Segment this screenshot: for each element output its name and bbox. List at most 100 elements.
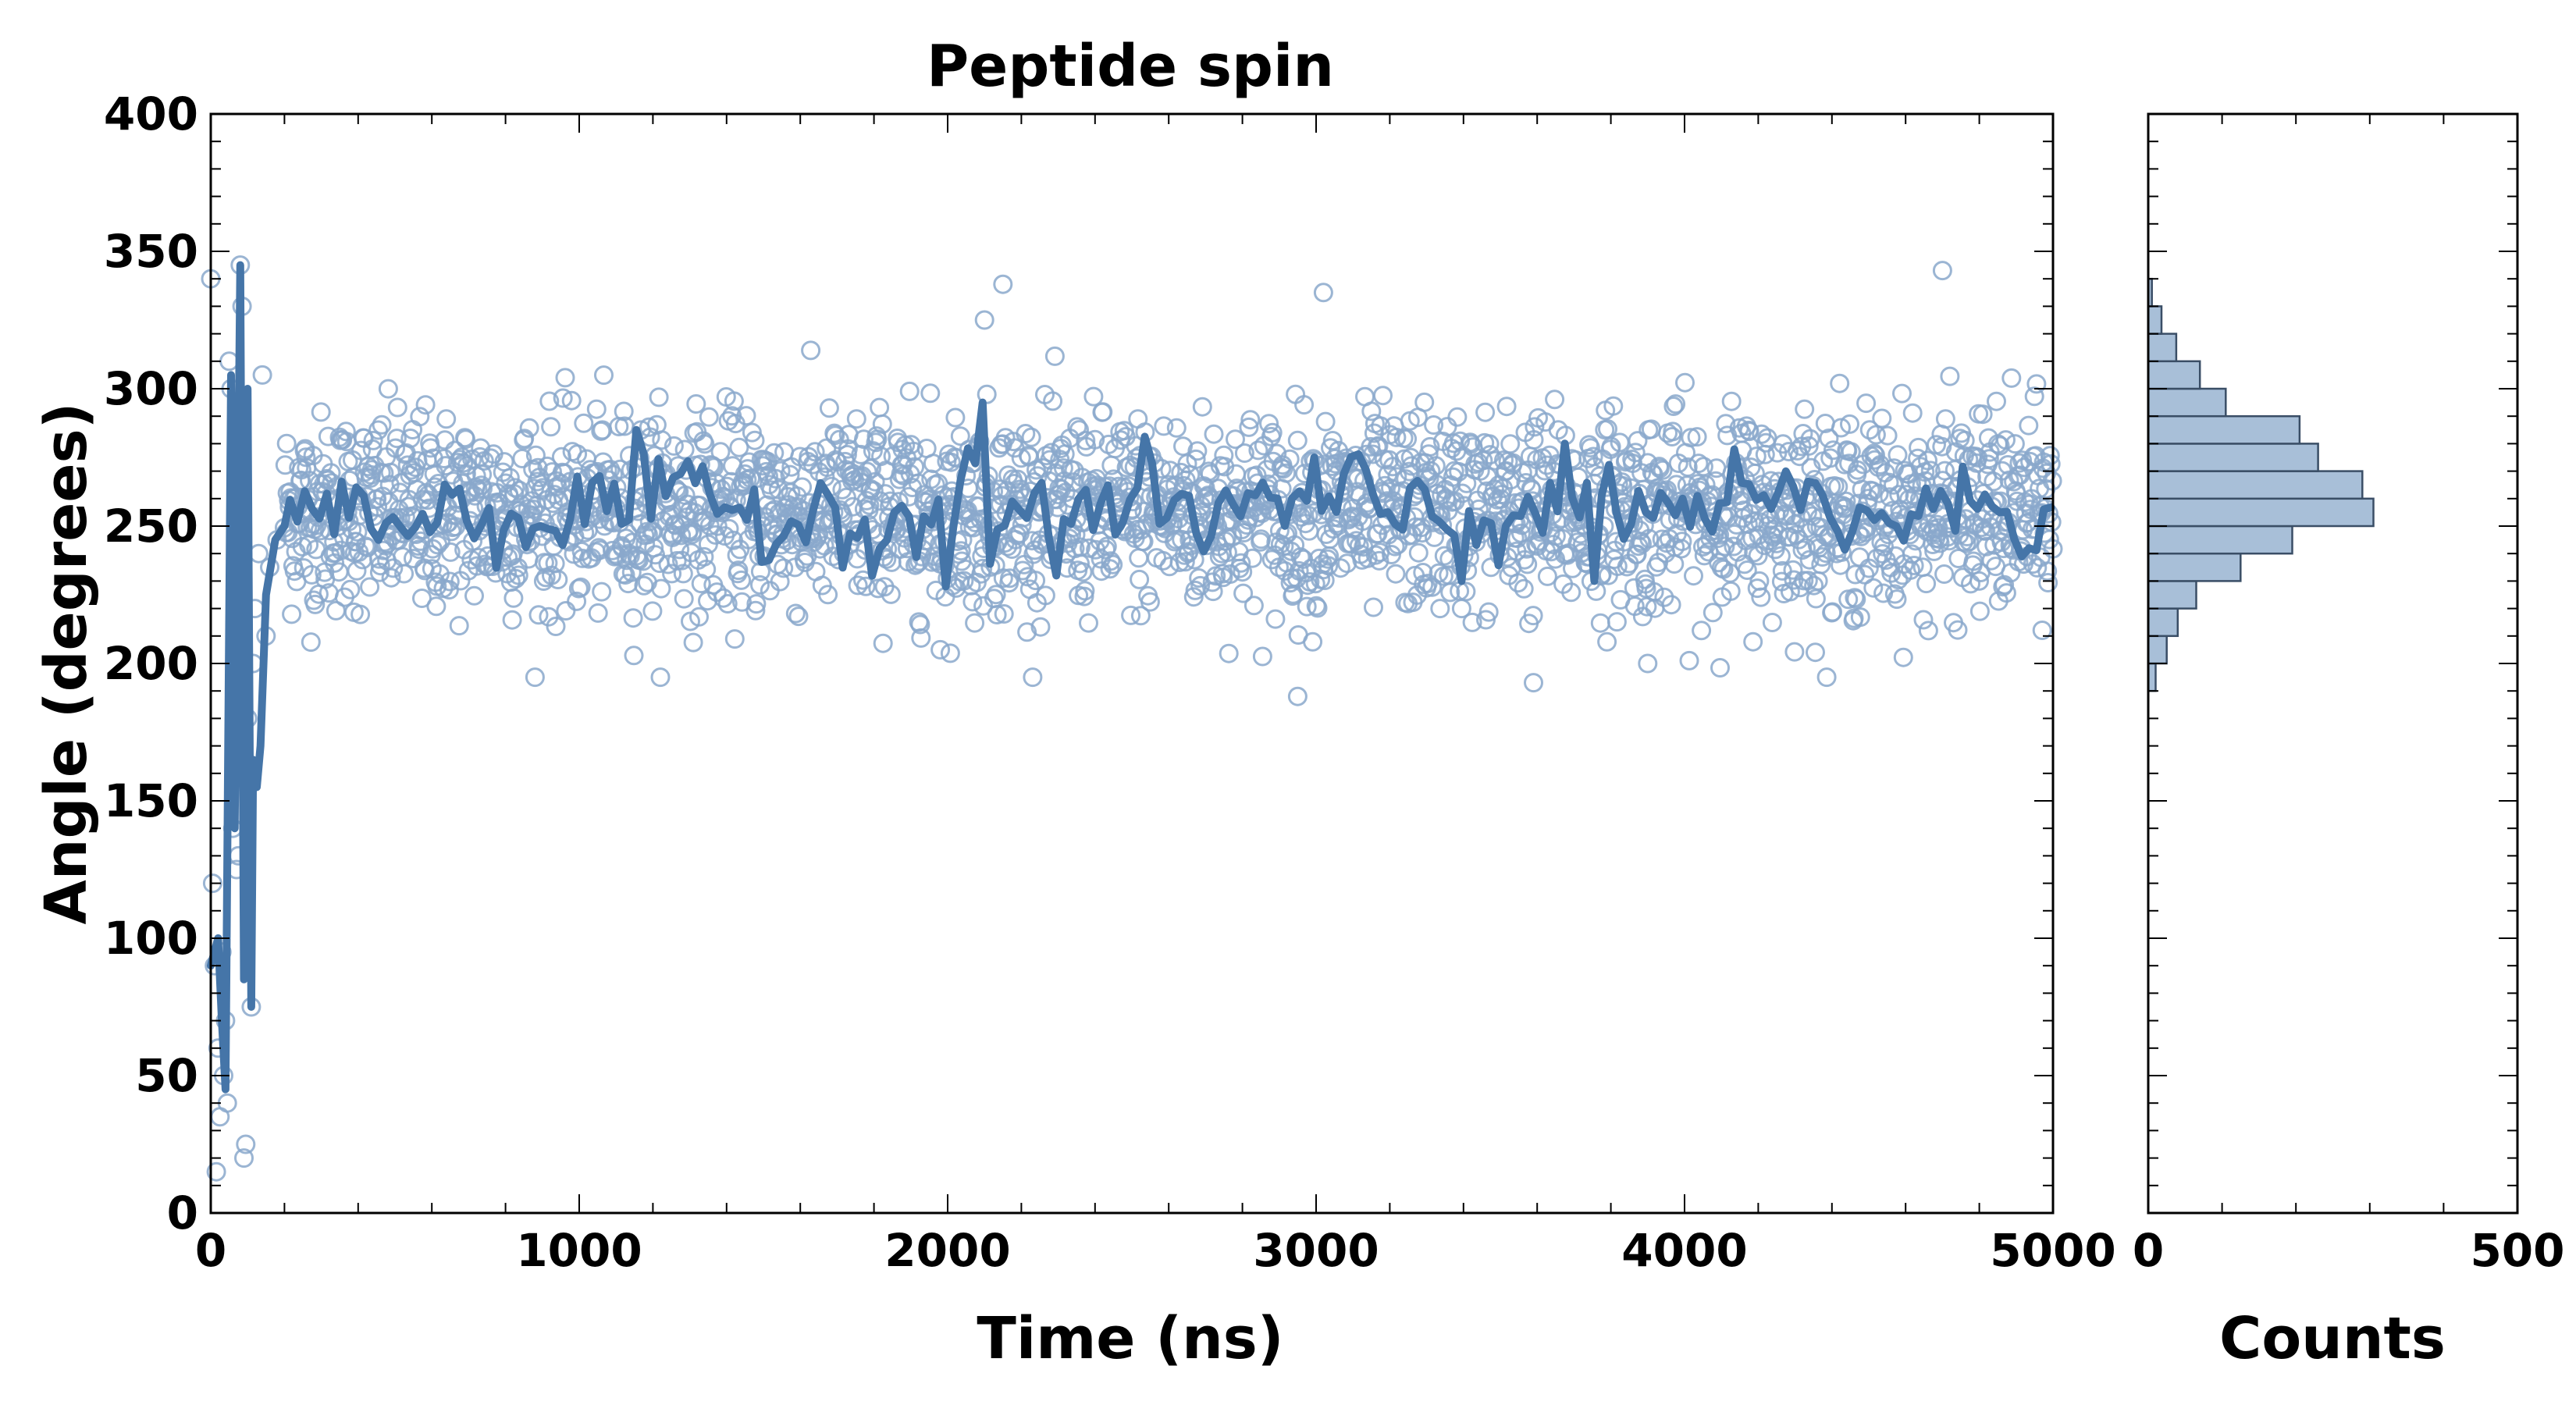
scatter-point [1456, 582, 1476, 602]
scatter-point [1537, 566, 1557, 586]
scatter-point [986, 585, 1006, 605]
scatter-point [873, 633, 893, 653]
scatter-point [1233, 562, 1253, 582]
scatter-point [1804, 575, 1824, 596]
y-tick-label: 350 [104, 225, 198, 278]
scatter-point [1932, 436, 1952, 457]
scatter-point [400, 429, 421, 448]
histogram-bar [2147, 607, 2179, 638]
scatter-point [1340, 508, 1361, 528]
scatter-point [217, 1093, 237, 1113]
scatter-point [1303, 631, 1323, 652]
scatter-point [361, 460, 382, 480]
scatter-point [1724, 536, 1744, 557]
scatter-point [1524, 673, 1543, 693]
scatter-point [770, 461, 791, 481]
scatter-point [1369, 550, 1389, 571]
scatter-point [973, 558, 993, 578]
scatter-point [651, 578, 671, 599]
scatter-point [1226, 429, 1245, 450]
scatter-point [1412, 523, 1432, 543]
scatter-point [410, 407, 430, 427]
scatter-point [1864, 443, 1884, 464]
histogram-bar [2147, 360, 2201, 390]
scatter-point [1737, 560, 1757, 580]
scatter-point [962, 592, 983, 612]
scatter-point [544, 485, 564, 505]
scatter-point [1703, 603, 1723, 623]
scatter-point [387, 397, 407, 418]
scatter-point [505, 478, 525, 498]
scatter-point [1934, 564, 1955, 584]
scatter-point [674, 439, 695, 460]
scatter-point [568, 444, 588, 464]
scatter-point [696, 559, 717, 579]
scatter-point [1252, 646, 1272, 667]
scatter-point [386, 429, 407, 449]
scatter-point [2038, 573, 2058, 592]
scatter-point [1706, 458, 1727, 478]
scatter-point [1318, 556, 1339, 576]
scatter-point [1844, 608, 1864, 628]
scatter-point [1214, 445, 1234, 465]
scatter-point [1869, 483, 1889, 503]
scatter-point [588, 603, 608, 623]
scatter-point [911, 628, 931, 648]
x-tick-label: 0 [195, 1224, 226, 1277]
scatter-point [202, 873, 222, 894]
scatter-point [1097, 536, 1117, 557]
scatter-point [1561, 582, 1582, 603]
scatter-point [1920, 461, 1941, 481]
scatter-point [1017, 622, 1037, 642]
scatter-point [1154, 416, 1174, 436]
scatter-point [865, 471, 885, 492]
scatter-point [848, 575, 868, 596]
scatter-point [1849, 547, 1870, 567]
histogram-bar [2147, 525, 2293, 555]
x-axis-label: Time (ns) [977, 1305, 1283, 1372]
scatter-point [1043, 391, 1063, 411]
scatter-point [347, 560, 367, 581]
scatter-point [1955, 430, 1975, 450]
scatter-point [555, 368, 575, 388]
histogram-plot-frame [2147, 112, 2519, 1215]
scatter-point [454, 453, 474, 473]
histogram-bar [2147, 635, 2168, 665]
scatter-point [1508, 573, 1528, 593]
scatter-point [546, 617, 566, 636]
scatter-point [2001, 368, 2022, 388]
scatter-point [1638, 453, 1658, 473]
scatter-point [1251, 529, 1271, 550]
scatter-point [1816, 667, 1837, 688]
scatter-point [1675, 372, 1695, 393]
scatter-point [1598, 419, 1617, 439]
scatter-point [375, 535, 396, 556]
scatter-point [1424, 415, 1444, 435]
scatter-point [819, 398, 839, 418]
scatter-point [481, 448, 501, 468]
scatter-point [1361, 436, 1381, 457]
scatter-point [1679, 650, 1699, 670]
scatter-point [1996, 583, 2016, 603]
scatter-point [415, 395, 436, 415]
scatter-point [731, 570, 752, 590]
scatter-point [1083, 386, 1104, 407]
scatter-point [508, 565, 528, 585]
scatter-point [856, 576, 876, 596]
scatter-point [729, 437, 749, 457]
scatter-point [1603, 396, 1624, 416]
scatter-point [2027, 557, 2048, 578]
scatter-point [724, 391, 744, 411]
scatter-point [1244, 596, 1264, 616]
scatter-point [719, 518, 739, 539]
scatter-point [713, 588, 734, 608]
scatter-point [1848, 460, 1868, 480]
scatter-point [1076, 430, 1096, 450]
scatter-point [1841, 442, 1861, 462]
y-tick-label: 250 [104, 500, 198, 553]
scatter-point [1751, 587, 1771, 607]
scatter-point [1625, 443, 1646, 463]
scatter-point [1779, 442, 1799, 462]
main-x-tick-labels: 0 1000 2000 3000 4000 5000 [195, 1224, 2116, 1277]
scatter-point [1103, 554, 1123, 574]
